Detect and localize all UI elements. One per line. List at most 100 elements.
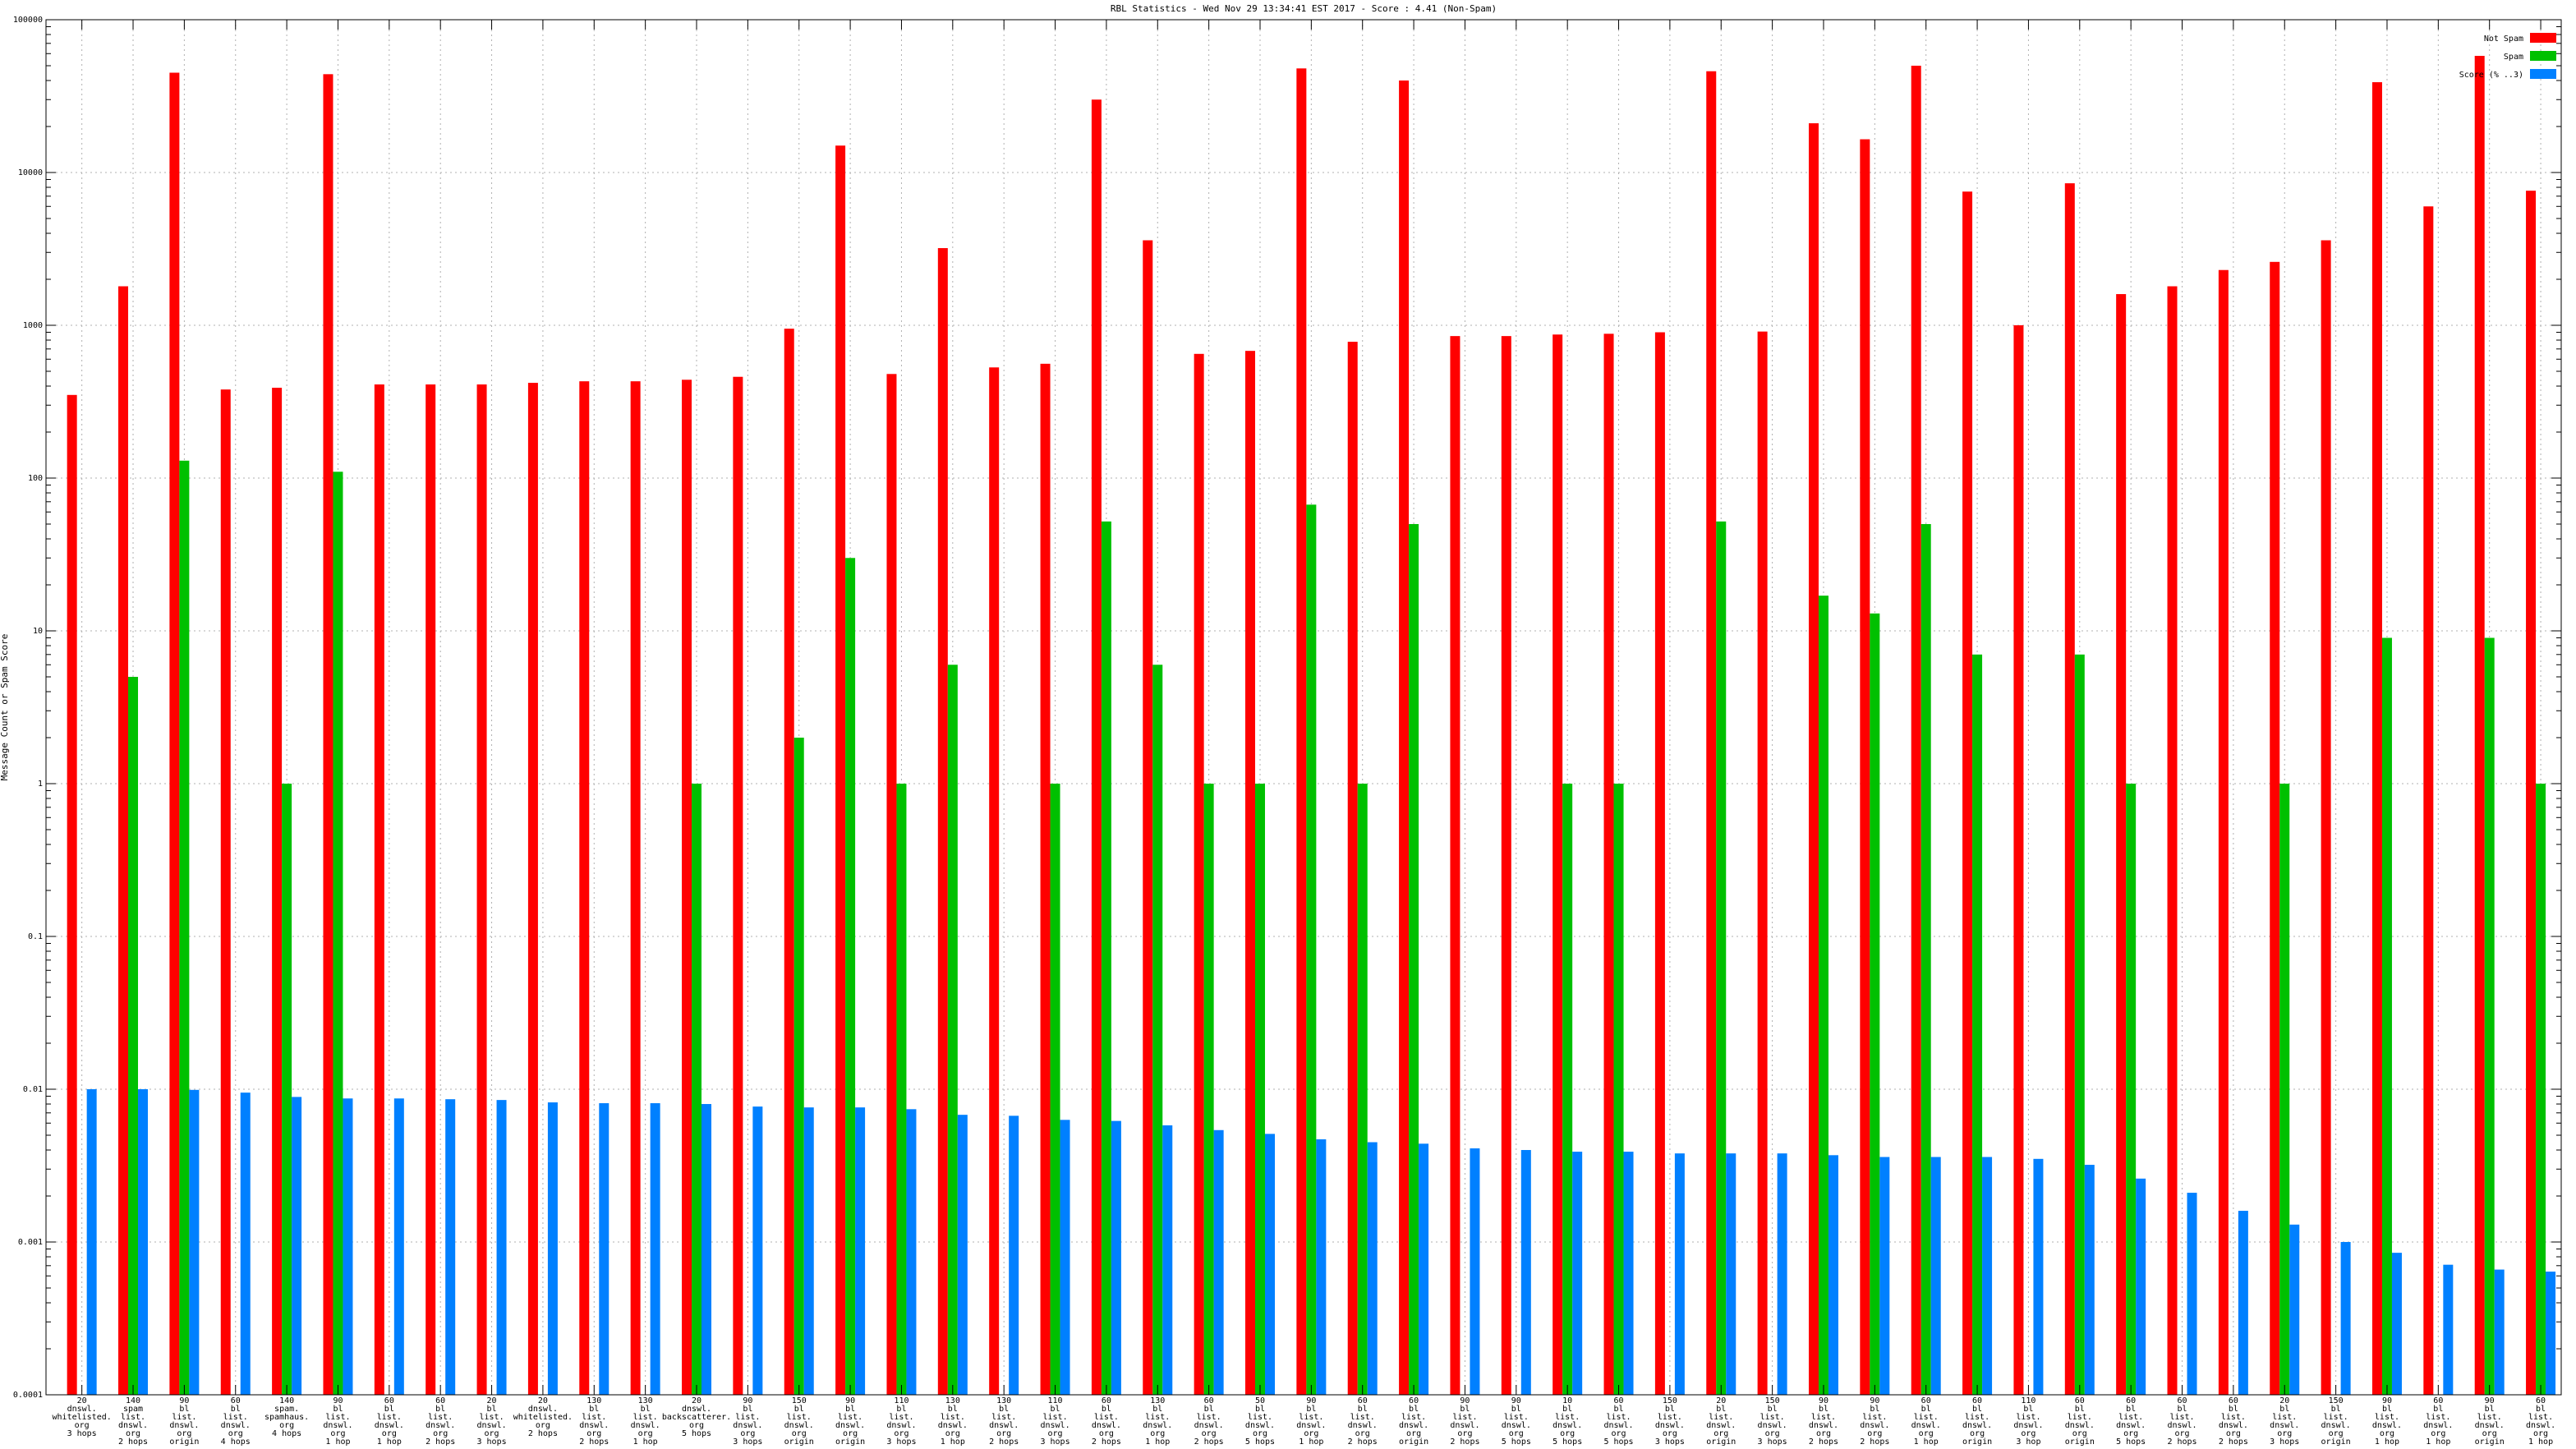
x-category-label: 110 bl list. dnswl. org 3 hops <box>1040 1396 1070 1447</box>
bar-not-spam <box>1040 363 1051 1395</box>
x-category-label: 110 bl list. dnswl. org 3 hops <box>886 1396 916 1447</box>
bar-not-spam <box>1091 99 1102 1395</box>
bar-score-3 <box>1009 1116 1019 1395</box>
bar-spam <box>1152 665 1163 1395</box>
bar-spam <box>1101 521 1111 1395</box>
bar-spam <box>794 738 804 1395</box>
x-category-label: 60 bl list. dnswl. org 4 hops <box>221 1396 251 1447</box>
bar-not-spam <box>682 380 692 1395</box>
bar-not-spam <box>1399 80 1410 1395</box>
plot-frame <box>45 19 2562 1396</box>
x-category-label: 60 bl list. dnswl. org 1 hop <box>375 1396 404 1447</box>
bar-score-3 <box>1213 1129 1224 1395</box>
bar-score-3 <box>2289 1224 2300 1395</box>
bar-spam <box>1357 784 1368 1395</box>
x-category-label: 60 bl list. dnswl. org origin <box>1962 1396 1992 1447</box>
bar-score-3 <box>2391 1253 2402 1395</box>
bar-not-spam <box>1347 342 1358 1395</box>
bar-score-3 <box>2033 1158 2044 1395</box>
bar-not-spam <box>323 74 334 1396</box>
x-category-label: 20 dnswl. whitelisted. org 2 hops <box>513 1396 573 1438</box>
x-category-label: 90 bl list. dnswl. org 3 hops <box>733 1396 762 1447</box>
x-category-label: 60 bl list. dnswl. org 2 hops <box>1348 1396 1378 1447</box>
bar-score-3 <box>2443 1264 2454 1395</box>
x-category-label: 20 dnswl. backscatterer. org 5 hops <box>662 1396 731 1438</box>
bar-spam <box>1409 523 1419 1395</box>
x-category-label: 130 bl list. dnswl. org 1 hop <box>631 1396 660 1447</box>
bar-score-3 <box>1726 1153 1736 1395</box>
legend-swatch <box>2530 33 2556 43</box>
bar-spam <box>2279 784 2290 1395</box>
x-category-label: 150 bl list. dnswl. org origin <box>2321 1396 2351 1447</box>
bar-score-3 <box>189 1089 200 1395</box>
bar-not-spam <box>118 286 129 1396</box>
bar-not-spam <box>2064 183 2075 1396</box>
bar-score-3 <box>1419 1143 1429 1395</box>
bar-score-3 <box>393 1098 404 1395</box>
bar-score-3 <box>1264 1134 1275 1395</box>
bar-not-spam <box>67 394 77 1395</box>
x-category-label: 60 bl list. dnswl. org 2 hops <box>1092 1396 1121 1447</box>
x-category-label: 90 bl list. dnswl. org origin <box>835 1396 865 1447</box>
bar-score-3 <box>1060 1120 1070 1395</box>
y-tick-label: 100000 <box>13 16 43 25</box>
bar-spam <box>2074 654 2085 1395</box>
y-tick-label: 1 <box>38 780 43 789</box>
bar-spam <box>1613 784 1624 1395</box>
bar-not-spam <box>733 376 743 1395</box>
x-category-label: 60 bl list. dnswl. org 1 hop <box>2423 1396 2453 1447</box>
bar-score-3 <box>547 1102 558 1395</box>
bar-score-3 <box>1623 1152 1634 1395</box>
bar-score-3 <box>2084 1165 2095 1395</box>
y-axis-label: Message Count or Spam Score <box>0 634 10 781</box>
x-category-label: 20 bl list. dnswl. org origin <box>1706 1396 1736 1447</box>
x-category-label: 20 dnswl. whitelisted. org 3 hops <box>53 1396 112 1438</box>
bar-spam <box>692 784 702 1395</box>
x-category-label: 90 bl list. dnswl. org 1 hop <box>323 1396 352 1447</box>
x-category-label: 60 bl list. dnswl. org origin <box>1399 1396 1428 1447</box>
bar-not-spam <box>1911 65 1921 1395</box>
bar-not-spam <box>1654 332 1665 1396</box>
bar-score-3 <box>2494 1269 2505 1395</box>
x-category-label: 60 bl list. dnswl. org 1 hop <box>1911 1396 1941 1447</box>
bar-not-spam <box>579 381 590 1396</box>
y-tick-label: 0.001 <box>18 1238 43 1247</box>
x-category-label: 10 bl list. dnswl. org 5 hops <box>1552 1396 1582 1447</box>
bar-spam <box>2126 784 2137 1395</box>
legend: Not Spam Spam Score (% ..3) <box>2459 33 2556 80</box>
y-tick-label: 10 <box>33 627 43 636</box>
x-category-label: 90 bl list. dnswl. org 1 hop <box>1296 1396 1326 1447</box>
bar-not-spam <box>1603 334 1614 1396</box>
bar-not-spam <box>374 384 384 1395</box>
y-axis-ticks: 0.0001 0.001 0.01 0.1 1 10 100 1000 10000 100000 <box>13 16 2561 1400</box>
bar-not-spam <box>1296 68 1307 1395</box>
bar-not-spam <box>886 374 897 1396</box>
x-category-label: 140 spam list. dnswl. org 2 hops <box>118 1396 148 1447</box>
bar-not-spam <box>2423 206 2434 1395</box>
bar-spam <box>1562 784 1573 1395</box>
x-category-label: 20 bl list. dnswl. org 3 hops <box>476 1396 506 1447</box>
bar-score-3 <box>2187 1193 2197 1395</box>
bars <box>67 56 2556 1396</box>
bar-score-3 <box>1982 1157 1993 1395</box>
bar-not-spam <box>835 145 846 1395</box>
bar-spam <box>1972 654 1983 1395</box>
legend-label: Spam <box>2504 53 2523 62</box>
bar-score-3 <box>1367 1142 1378 1395</box>
bar-spam <box>1920 523 1931 1395</box>
bar-score-3 <box>2546 1272 2556 1395</box>
bar-score-3 <box>2238 1211 2248 1395</box>
x-category-label: 90 bl list. dnswl. org 1 hop <box>2372 1396 2402 1447</box>
bar-spam <box>1203 784 1214 1395</box>
x-category-label: 150 bl list. dnswl. org origin <box>784 1396 814 1447</box>
legend-label: Not Spam <box>2484 34 2523 44</box>
x-category-label: 90 bl list. dnswl. org 2 hops <box>1809 1396 1838 1447</box>
bar-not-spam <box>2167 286 2178 1396</box>
bar-not-spam <box>2474 56 2485 1395</box>
legend-swatch <box>2530 51 2556 61</box>
bar-score-3 <box>240 1092 251 1395</box>
bar-score-3 <box>599 1103 610 1395</box>
bar-not-spam <box>2371 82 2382 1395</box>
bar-score-3 <box>855 1107 866 1395</box>
